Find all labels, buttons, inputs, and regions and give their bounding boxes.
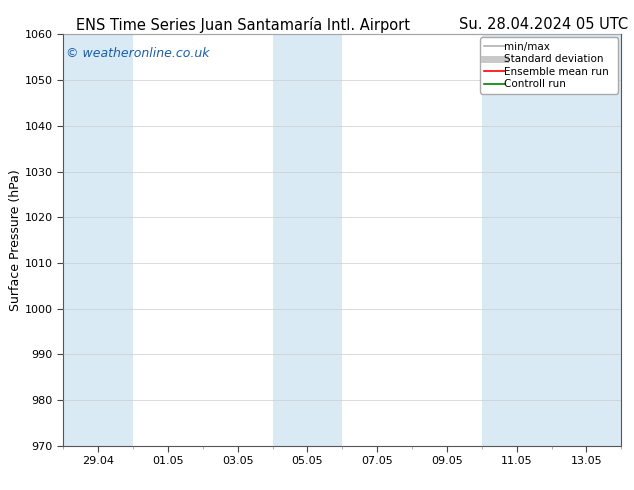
Legend: min/max, Standard deviation, Ensemble mean run, Controll run: min/max, Standard deviation, Ensemble me… (480, 37, 618, 94)
Bar (273, 34, 342, 446)
Text: ENS Time Series Juan Santamaría Intl. Airport: ENS Time Series Juan Santamaría Intl. Ai… (76, 17, 410, 33)
Text: Su. 28.04.2024 05 UTC: Su. 28.04.2024 05 UTC (458, 17, 628, 32)
Bar (482, 34, 621, 446)
Title: ENS Time Series Juan Santamaría Intl. Airport      Su. 28.04.2024 05 UTC: ENS Time Series Juan Santamaría Intl. Ai… (0, 489, 1, 490)
Bar (63, 34, 133, 446)
Text: © weatheronline.co.uk: © weatheronline.co.uk (66, 47, 210, 60)
Y-axis label: Surface Pressure (hPa): Surface Pressure (hPa) (9, 169, 22, 311)
